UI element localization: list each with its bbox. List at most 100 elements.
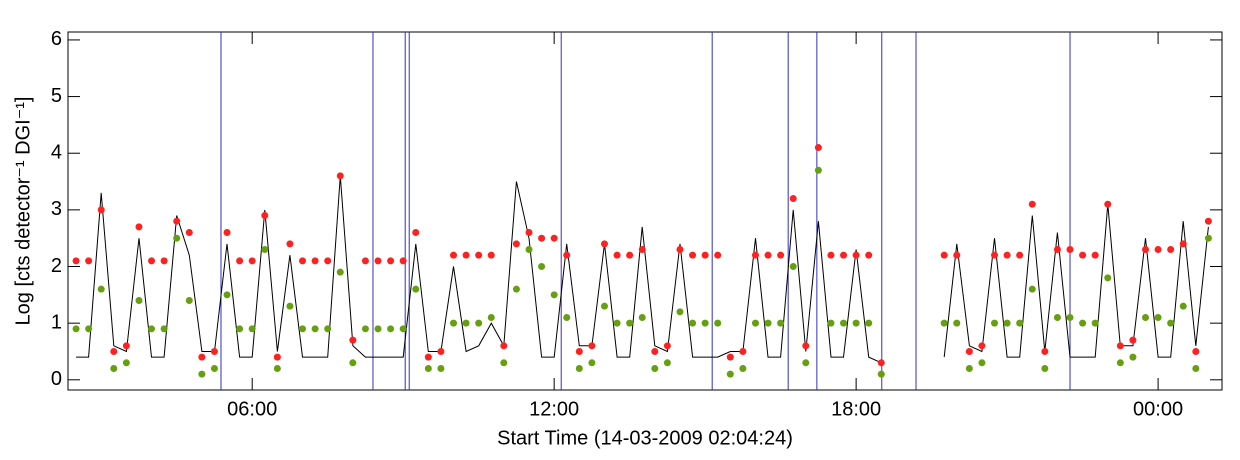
data-point [198,370,206,378]
data-point [261,212,269,220]
data-point [814,144,822,152]
data-point [110,347,118,355]
data-point [689,319,697,327]
data-point [437,347,445,355]
data-point [575,364,583,372]
data-point [663,359,671,367]
data-point [424,364,432,372]
data-point [462,319,470,327]
data-point [1053,246,1061,254]
data-point [349,336,357,344]
data-point [1129,353,1137,361]
data-point [588,342,596,350]
data-point [865,251,873,259]
data-point [965,364,973,372]
data-point [399,257,407,265]
data-point [538,234,546,242]
data-point [751,319,759,327]
data-point [626,251,634,259]
data-point [1079,319,1087,327]
data-point [487,251,495,259]
data-point [978,359,986,367]
data-point [714,251,722,259]
x-axis-label: Start Time (14-03-2009 02:04:24) [497,427,793,449]
data-point [1066,313,1074,321]
data-point [965,347,973,355]
data-point [286,302,294,310]
data-point [261,246,269,254]
y-tick-label: 5 [51,85,62,107]
data-point [764,319,772,327]
data-point [840,319,848,327]
y-tick-label: 4 [51,142,62,164]
data-point [840,251,848,259]
data-point [726,370,734,378]
data-point [336,268,344,276]
data-point [512,285,520,293]
x-tick-label: 00:00 [1133,398,1183,420]
data-point [72,257,80,265]
data-point [450,251,458,259]
data-point [676,308,684,316]
data-point [865,319,873,327]
data-point [563,313,571,321]
data-point [739,347,747,355]
data-point [588,359,596,367]
x-tick-label: 06:00 [227,398,277,420]
data-point [1041,347,1049,355]
data-point [475,251,483,259]
data-point [701,319,709,327]
data-point [361,257,369,265]
data-point [1066,246,1074,254]
data-point [173,217,181,225]
data-point [110,364,118,372]
data-point [940,251,948,259]
data-point [525,229,533,237]
y-tick-label: 3 [51,198,62,220]
data-point [600,240,608,248]
data-point [1116,342,1124,350]
data-point [324,257,332,265]
data-point [324,325,332,333]
y-tick-label: 2 [51,255,62,277]
data-point [651,347,659,355]
data-point [991,319,999,327]
data-point [248,325,256,333]
data-point [311,325,319,333]
data-point [953,251,961,259]
data-point [1104,200,1112,208]
data-point [1154,313,1162,321]
data-point [122,359,130,367]
data-point [1192,347,1200,355]
data-point [122,342,130,350]
data-point [764,251,772,259]
data-point [85,325,93,333]
data-point [613,319,621,327]
data-point [1142,313,1150,321]
data-point [827,319,835,327]
data-point [1179,240,1187,248]
y-tick-label: 6 [51,28,62,50]
data-point [512,240,520,248]
data-point [1091,319,1099,327]
data-point [387,325,395,333]
data-point [273,353,281,361]
data-point [852,319,860,327]
data-point [299,257,307,265]
data-point [978,342,986,350]
data-point [1167,319,1175,327]
data-point [701,251,709,259]
data-point [777,251,785,259]
data-point [185,297,193,304]
data-point [751,251,759,259]
data-point [399,325,407,333]
data-point [210,347,218,355]
data-point [160,257,168,265]
data-point [185,229,193,237]
data-point [286,240,294,248]
data-point [575,347,583,355]
data-point [135,297,143,304]
data-point [361,325,369,333]
data-point [1028,285,1036,293]
